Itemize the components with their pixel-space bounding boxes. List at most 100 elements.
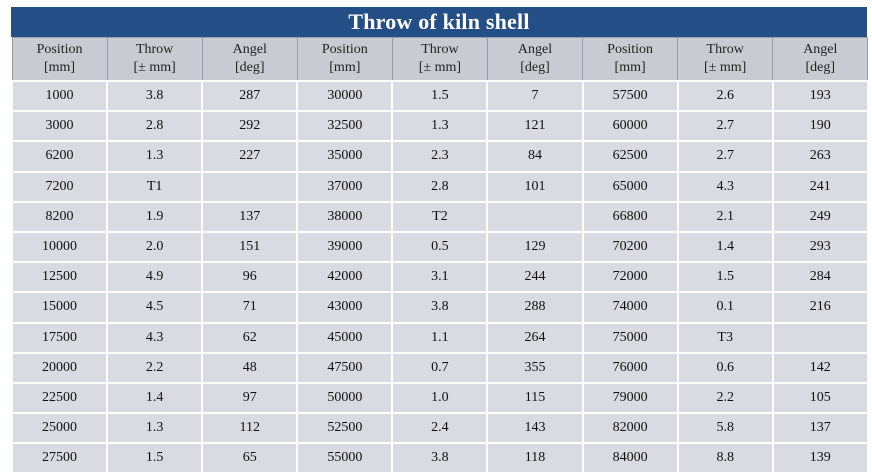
table-cell: 7200	[10, 170, 109, 203]
column-header-unit: [mm]	[614, 60, 646, 75]
table-cell: 52500	[296, 412, 394, 445]
table-cell: 263	[771, 140, 869, 173]
table-cell: 0.7	[391, 351, 489, 384]
table-cell: 264	[486, 321, 584, 354]
table-cell: 139	[771, 442, 869, 474]
table-cell: 244	[486, 261, 584, 294]
table-cell: 15000	[10, 291, 109, 324]
column-header: Position [mm]	[296, 37, 393, 82]
table-row: 25000 1.3 112 52500 2.4 143 82000 5.8 137	[10, 412, 869, 445]
table-row: 22500 1.4 97 50000 1.0 115 79000 2.2 105	[10, 381, 869, 415]
table-title: Throw of kiln shell	[11, 7, 867, 37]
table-cell: 292	[201, 110, 299, 143]
table-cell: 2.3	[391, 140, 489, 173]
table-cell: 284	[771, 261, 869, 294]
table-cell: 0.6	[676, 351, 774, 384]
table-cell: 3.8	[391, 291, 489, 324]
table-body: 1000 3.8 287 30000 1.5 7 57500 2.6 193 3000 2.8 292…	[10, 79, 869, 474]
table-cell: 8200	[10, 200, 109, 233]
column-header-unit: [mm]	[329, 60, 361, 75]
table-cell: 1.5	[106, 442, 204, 474]
table-cell	[486, 200, 584, 233]
table-cell: T2	[391, 200, 489, 233]
table-cell: 193	[771, 79, 869, 113]
table-cell: 287	[201, 79, 299, 113]
table-cell: 241	[771, 170, 869, 203]
table-cell: 71	[201, 291, 299, 324]
table-cell: 60000	[581, 110, 679, 143]
table-cell: 42000	[296, 261, 394, 294]
table-cell: 143	[486, 412, 584, 445]
table-cell: 79000	[581, 381, 679, 415]
table-cell	[201, 170, 299, 203]
column-header-name: Position	[607, 42, 654, 57]
table-cell: 2.4	[391, 412, 489, 445]
table-cell: 55000	[296, 442, 394, 474]
table-row: 27500 1.5 65 55000 3.8 118 84000 8.8 139	[10, 442, 869, 474]
table-cell: T3	[676, 321, 774, 354]
table-cell: 27500	[10, 442, 109, 474]
table-cell: 48	[201, 351, 299, 384]
table-row: 17500 4.3 62 45000 1.1 264 75000 T3	[10, 321, 869, 354]
table-cell: 105	[771, 381, 869, 415]
column-header: Position [mm]	[582, 37, 679, 82]
column-header: Throw [± mm]	[391, 37, 488, 82]
table-cell: 84000	[581, 442, 679, 474]
table-cell: 1.5	[676, 261, 774, 294]
table-cell: 65000	[581, 170, 679, 203]
table-row: 12500 4.9 96 42000 3.1 244 72000 1.5 284	[10, 261, 869, 294]
table-cell: 32500	[296, 110, 394, 143]
table-cell: 47500	[296, 351, 394, 384]
table-cell: 72000	[581, 261, 679, 294]
table-cell	[771, 321, 869, 354]
table-cell: 74000	[581, 291, 679, 324]
table-row: 8200 1.9 137 38000 T2 66800 2.1 249	[10, 200, 869, 233]
column-header-name: Throw	[421, 42, 459, 57]
table-cell: 43000	[296, 291, 394, 324]
table-cell: 3.1	[391, 261, 489, 294]
column-header-unit: [deg]	[520, 60, 550, 75]
table-cell: 12500	[10, 261, 109, 294]
column-header: Angel [deg]	[772, 37, 869, 82]
table-cell: 216	[771, 291, 869, 324]
column-header: Throw [± mm]	[106, 37, 203, 82]
table-row: 15000 4.5 71 43000 3.8 288 74000 0.1 216	[10, 291, 869, 324]
table-row: 20000 2.2 48 47500 0.7 355 76000 0.6 142	[10, 351, 869, 384]
table-cell: 1.3	[106, 412, 204, 445]
header-row: Position [mm] Throw [± mm] Angel [deg] Positio…	[11, 37, 869, 82]
table-cell: 1.5	[391, 79, 489, 113]
column-header-name: Angel	[232, 42, 267, 57]
table-cell: 82000	[581, 412, 679, 445]
table-cell: 2.7	[676, 110, 774, 143]
column-header-unit: [± mm]	[133, 60, 176, 75]
table-cell: 112	[201, 412, 299, 445]
table-cell: 2.6	[676, 79, 774, 113]
table-cell: 84	[486, 140, 584, 173]
kiln-shell-table-frame: Throw of kiln shell Position [mm] Throw [± …	[10, 7, 869, 474]
column-header-name: Angel	[803, 42, 838, 57]
table-cell: 118	[486, 442, 584, 474]
table-cell: 355	[486, 351, 584, 384]
column-header: Angel [deg]	[486, 37, 584, 82]
table-cell: 121	[486, 110, 584, 143]
table-cell: 66800	[581, 200, 679, 233]
column-header: Angel [deg]	[201, 37, 298, 82]
column-header-unit: [deg]	[234, 60, 265, 75]
table-cell: 62500	[581, 140, 679, 173]
table-cell: 0.5	[391, 230, 489, 264]
table-cell: 30000	[296, 79, 394, 113]
table-cell: 101	[486, 170, 584, 203]
table-cell: 39000	[296, 230, 394, 264]
table-cell: 97	[201, 381, 299, 415]
table-cell: 70200	[581, 230, 679, 264]
table-cell: 293	[771, 230, 869, 264]
table-cell: 25000	[10, 412, 109, 445]
column-header-name: Position	[36, 42, 83, 57]
table-cell: 288	[486, 291, 584, 324]
table-cell: 249	[771, 200, 869, 233]
table-cell: 6200	[10, 140, 109, 173]
table-cell: 50000	[296, 381, 394, 415]
table-cell: 45000	[296, 321, 394, 354]
table-cell: 76000	[581, 351, 679, 384]
table-cell: 1.9	[106, 200, 204, 233]
